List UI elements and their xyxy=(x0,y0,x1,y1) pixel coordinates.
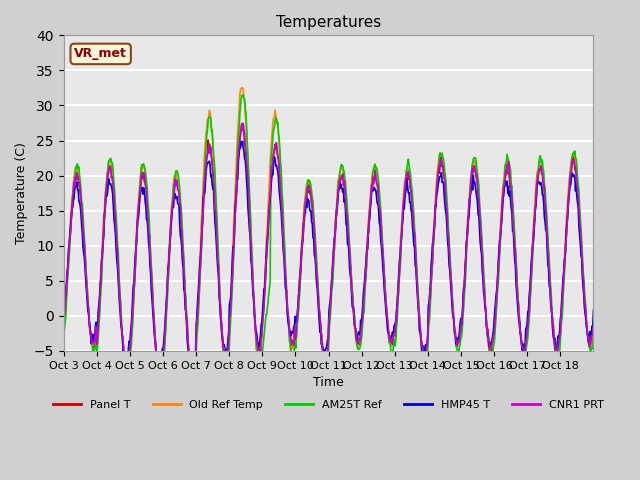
Old Ref Temp xyxy=(589,324,597,329)
Panel T xyxy=(220,348,228,353)
AM25T Ref xyxy=(220,357,228,362)
Line: Panel T: Panel T xyxy=(63,124,593,380)
Old Ref Temp xyxy=(122,364,130,370)
Line: AM25T Ref: AM25T Ref xyxy=(63,95,593,389)
CNR1 PRT xyxy=(589,322,597,328)
X-axis label: Time: Time xyxy=(313,376,344,389)
HMP45 T xyxy=(414,301,422,307)
HMP45 T xyxy=(188,376,195,382)
Title: Temperatures: Temperatures xyxy=(276,15,381,30)
Panel T xyxy=(239,121,246,127)
Panel T xyxy=(122,361,130,367)
Y-axis label: Temperature (C): Temperature (C) xyxy=(15,142,28,244)
Old Ref Temp xyxy=(385,328,392,334)
CNR1 PRT xyxy=(414,299,422,304)
Legend: Panel T, Old Ref Temp, AM25T Ref, HMP45 T, CNR1 PRT: Panel T, Old Ref Temp, AM25T Ref, HMP45 … xyxy=(49,396,608,415)
Old Ref Temp xyxy=(238,85,246,91)
AM25T Ref xyxy=(385,328,392,334)
Old Ref Temp xyxy=(247,229,255,235)
HMP45 T xyxy=(589,307,597,313)
HMP45 T xyxy=(239,138,246,144)
CNR1 PRT xyxy=(385,324,392,330)
AM25T Ref xyxy=(122,369,130,375)
Panel T xyxy=(267,183,275,189)
HMP45 T xyxy=(60,309,67,314)
Line: HMP45 T: HMP45 T xyxy=(63,141,593,379)
CNR1 PRT xyxy=(188,375,195,381)
Panel T xyxy=(414,295,422,301)
HMP45 T xyxy=(385,329,392,335)
HMP45 T xyxy=(220,341,228,347)
Panel T xyxy=(189,377,197,383)
Panel T xyxy=(385,327,392,333)
Old Ref Temp xyxy=(188,377,196,383)
Panel T xyxy=(60,324,67,329)
Old Ref Temp xyxy=(414,297,422,302)
Panel T xyxy=(589,319,597,324)
Old Ref Temp xyxy=(60,323,67,328)
Old Ref Temp xyxy=(267,149,275,155)
CNR1 PRT xyxy=(239,120,247,126)
Old Ref Temp xyxy=(220,354,228,360)
Line: CNR1 PRT: CNR1 PRT xyxy=(63,123,593,378)
CNR1 PRT xyxy=(122,362,130,368)
AM25T Ref xyxy=(589,333,597,338)
AM25T Ref xyxy=(239,92,247,98)
AM25T Ref xyxy=(267,168,275,174)
Line: Old Ref Temp: Old Ref Temp xyxy=(63,88,593,380)
AM25T Ref xyxy=(414,288,422,294)
AM25T Ref xyxy=(60,333,67,338)
HMP45 T xyxy=(247,258,255,264)
AM25T Ref xyxy=(189,386,197,392)
HMP45 T xyxy=(122,356,130,362)
Text: VR_met: VR_met xyxy=(74,48,127,60)
HMP45 T xyxy=(267,185,275,191)
CNR1 PRT xyxy=(247,238,255,243)
AM25T Ref xyxy=(247,219,255,225)
Panel T xyxy=(247,242,255,248)
CNR1 PRT xyxy=(220,345,228,351)
CNR1 PRT xyxy=(60,322,67,328)
CNR1 PRT xyxy=(267,174,275,180)
